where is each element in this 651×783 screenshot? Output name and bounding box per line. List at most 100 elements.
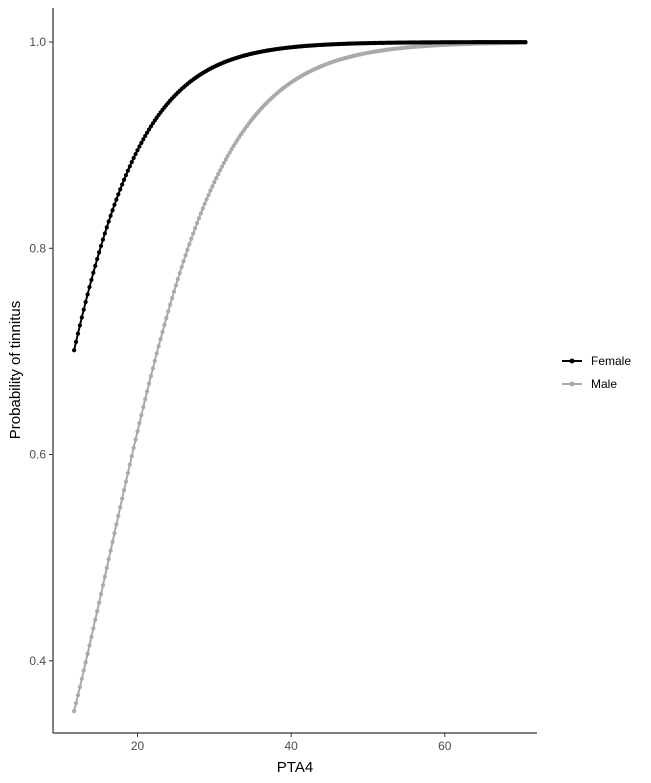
data-point [223,157,228,162]
data-point [208,188,213,193]
data-point [77,684,82,690]
data-point [137,144,142,149]
data-point [177,270,182,276]
series-female [72,39,528,353]
x-ticks: 20 40 60 [131,733,452,753]
y-tick-label: 0.8 [29,241,46,255]
data-point [112,531,117,536]
data-point [116,192,121,197]
data-point [150,366,155,371]
data-point [120,182,125,187]
series-layer [72,39,528,714]
data-point [112,202,117,207]
data-point [135,429,140,434]
legend-key-point [569,381,575,387]
data-point [118,505,123,510]
data-point [158,336,163,342]
data-point [81,307,86,312]
data-point [73,339,79,344]
data-point [125,168,130,173]
data-point [179,264,184,270]
data-point [185,247,190,252]
data-point [89,634,94,640]
data-point [146,381,152,386]
data-point [143,397,148,402]
data-point [523,39,528,45]
data-point [104,225,109,230]
y-tick-label: 0.4 [29,654,46,668]
data-point [145,130,150,135]
data-point [214,176,219,181]
data-point [171,289,177,294]
data-point [137,421,142,426]
data-point [210,184,215,189]
data-point [106,219,111,224]
data-point [173,283,179,288]
legend-item-male: Male [562,377,617,391]
data-point [87,284,92,290]
data-point [89,277,94,282]
data-point [139,413,144,418]
data-point [102,231,107,236]
data-point [77,323,82,328]
y-ticks: 0.4 0.6 0.8 1.0 [29,35,53,668]
data-point [118,187,123,192]
data-point [87,643,92,648]
data-point [131,155,136,161]
data-point [225,153,230,159]
data-point [212,180,217,185]
data-point [135,148,140,153]
data-point [139,140,144,145]
data-point [181,259,186,264]
data-point [196,216,202,221]
data-point [95,609,100,614]
data-point [233,140,238,146]
x-tick-label: 40 [284,739,298,753]
data-point [200,206,205,211]
data-point [72,348,77,353]
data-point [129,454,134,459]
data-point [93,263,98,268]
data-point [97,600,102,605]
data-point [91,270,96,275]
data-point [141,137,146,142]
data-point [152,358,157,364]
data-point [156,344,161,349]
data-point [93,617,98,623]
data-point [154,351,159,356]
data-point [221,160,227,166]
data-point [229,147,234,152]
data-point [131,445,136,450]
data-point [148,373,154,379]
x-axis-title: PTA4 [277,759,313,776]
data-point [123,173,129,178]
data-point [204,197,209,202]
legend-item-female: Female [562,354,631,368]
data-point [98,243,104,249]
data-point [120,496,125,501]
data-point [143,133,148,139]
legend-key-point [569,358,575,364]
data-point [193,226,198,231]
data-point [75,331,81,336]
data-point [164,316,169,321]
data-point [73,701,79,706]
legend: Female Male [562,354,631,391]
data-point [145,389,150,394]
data-point [218,168,223,173]
data-point [216,172,221,177]
data-point [231,143,236,149]
data-point [189,236,194,241]
data-point [95,256,100,262]
data-point [108,548,113,553]
data-point [98,591,104,597]
data-point [100,583,106,588]
data-point [202,201,207,206]
data-point [127,462,132,467]
data-point [83,299,88,305]
data-point [75,693,81,698]
data-point [133,437,138,442]
data-point [79,315,84,320]
